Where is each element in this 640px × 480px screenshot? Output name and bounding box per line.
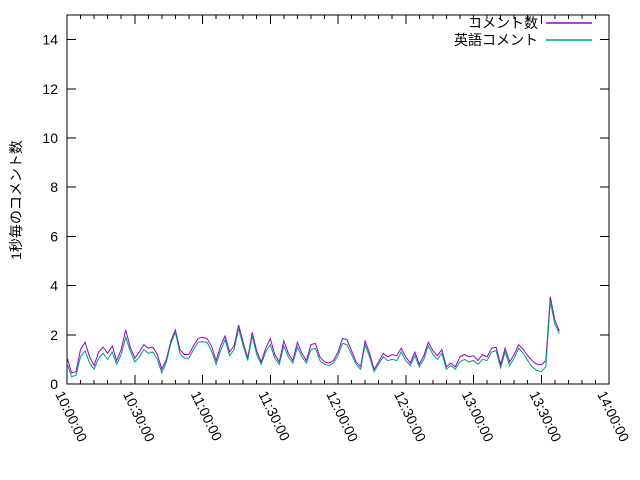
y-tick-label: 2: [50, 327, 58, 343]
legend-label: コメント数: [468, 15, 538, 31]
y-tick-label: 14: [42, 32, 58, 48]
plot-border: [66, 14, 610, 385]
axis-ticks: [66, 15, 610, 385]
x-tick-label: 14:00:00: [594, 388, 632, 444]
y-tick-label: 12: [42, 81, 58, 97]
x-tick-label: 13:00:00: [459, 388, 497, 444]
x-tick-label: 10:00:00: [52, 388, 90, 444]
y-tick-label: 10: [42, 130, 58, 146]
x-tick-label: 11:30:00: [256, 388, 294, 443]
x-tick-label: 11:00:00: [188, 388, 226, 443]
x-tick-label: 12:30:00: [391, 388, 429, 444]
x-tick-label: 10:30:00: [120, 388, 158, 444]
y-axis-title: 1秒毎のコメント数: [8, 140, 24, 260]
y-tick-label: 8: [50, 179, 58, 195]
series-line-1: [66, 301, 560, 378]
y-tick-label: 6: [50, 228, 58, 244]
x-tick-label: 12:00:00: [323, 388, 361, 444]
x-tick-label: 13:30:00: [527, 388, 565, 444]
series-line-0: [66, 296, 560, 374]
y-tick-label: 4: [50, 278, 58, 294]
legend-label: 英語コメント: [454, 32, 538, 48]
y-tick-label: 0: [50, 376, 58, 392]
